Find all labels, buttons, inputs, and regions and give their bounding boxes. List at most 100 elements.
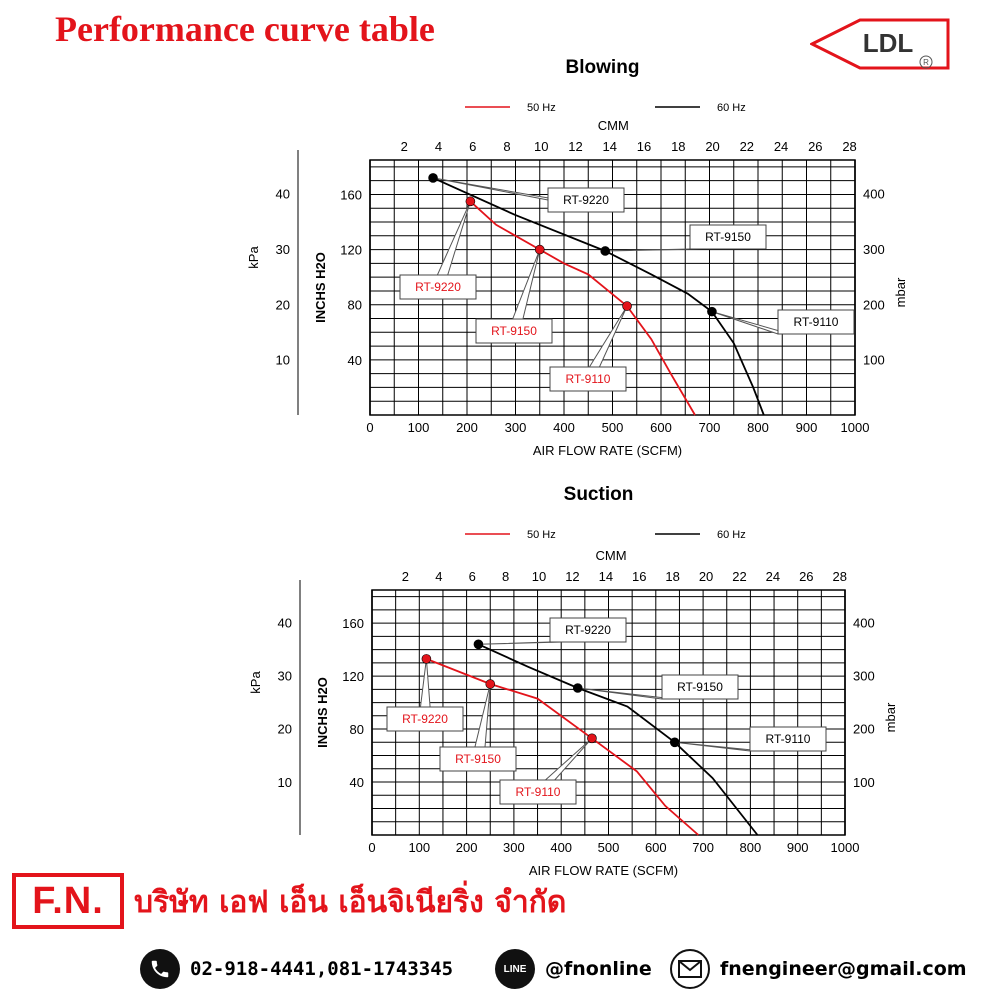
kpa-axis-label: kPa (248, 671, 263, 694)
x2-tick-label: 8 (502, 569, 509, 584)
x2-tick-label: 10 (534, 139, 548, 154)
callout-box (499, 779, 577, 805)
x2-tick-label: 10 (532, 569, 546, 584)
data-point (622, 301, 632, 311)
mail-icon (670, 949, 710, 989)
x2-tick-label: 14 (599, 569, 613, 584)
series-line-0 (469, 200, 696, 416)
x2-axis-label: CMM (598, 118, 629, 133)
kpa-axis-label: kPa (246, 246, 261, 269)
x-tick-label: 100 (408, 840, 430, 855)
mbar-tick-label: 400 (863, 187, 885, 202)
data-point (421, 654, 432, 664)
x2-tick-label: 6 (469, 569, 476, 584)
mbar-tick-label: 400 (853, 615, 875, 630)
callout-box (549, 617, 627, 643)
kpa-tick-label: 30 (278, 669, 292, 684)
phone-icon (140, 949, 180, 989)
x-tick-label: 200 (456, 420, 478, 435)
line-contact[interactable]: LINE @fnonline (495, 944, 652, 994)
y-tick-label: 40 (348, 353, 362, 368)
y-tick-label: 40 (350, 775, 364, 790)
callout-box (547, 187, 625, 213)
x2-tick-label: 4 (435, 139, 442, 154)
x2-tick-label: 12 (568, 139, 582, 154)
x-tick-label: 700 (692, 840, 714, 855)
data-point (465, 196, 476, 207)
data-point (572, 683, 583, 693)
x-tick-label: 900 (787, 840, 809, 855)
callout-box (549, 366, 627, 392)
registered-mark: R (923, 58, 929, 67)
callout-label: RT-9150 (677, 680, 723, 694)
data-point (485, 679, 496, 689)
mbar-axis-label: mbar (883, 702, 898, 732)
mbar-tick-label: 100 (853, 775, 875, 790)
kpa-tick-label: 20 (276, 297, 290, 312)
callout-label: RT-9110 (516, 785, 561, 799)
callout-label: RT-9220 (415, 280, 461, 294)
phone-number: 02-918-4441,081-1743345 (190, 958, 454, 980)
callout-pointer (431, 201, 471, 288)
series-line-1 (432, 177, 765, 416)
callout-box (777, 309, 855, 335)
legend-label-1: 60 Hz (717, 102, 746, 114)
company-name: บริษัท เอฟ เอ็น เอ็นจิเนียริ่ง จำกัด (134, 885, 567, 920)
kpa-tick-label: 10 (276, 353, 290, 368)
x-tick-label: 500 (602, 420, 624, 435)
callout-label: RT-9220 (402, 712, 448, 726)
callout-box (439, 746, 517, 772)
x-tick-label: 800 (747, 420, 769, 435)
data-point (534, 244, 545, 255)
x-tick-label: 300 (505, 420, 527, 435)
y-tick-label: 120 (340, 243, 362, 258)
mbar-tick-label: 200 (853, 722, 875, 737)
x2-tick-label: 20 (705, 139, 719, 154)
fn-logo: F.N. (12, 873, 124, 929)
x2-tick-label: 24 (766, 569, 780, 584)
callout-label: RT-9220 (565, 623, 611, 637)
x-tick-label: 200 (456, 840, 478, 855)
callout-label: RT-9110 (794, 315, 839, 329)
chart-title: Suction (564, 484, 634, 505)
ldl-logo-text: LDL (863, 28, 914, 58)
x2-tick-label: 16 (637, 139, 651, 154)
callout-label: RT-9150 (705, 230, 751, 244)
x2-tick-label: 18 (665, 569, 679, 584)
phone-contact[interactable]: 02-918-4441,081-1743345 (140, 944, 453, 994)
x-tick-label: 0 (368, 840, 375, 855)
callout-label: RT-9150 (455, 752, 501, 766)
callout-label: RT-9150 (491, 324, 537, 338)
y-tick-label: 160 (340, 187, 362, 202)
kpa-tick-label: 20 (278, 722, 292, 737)
x-tick-label: 800 (740, 840, 762, 855)
x-tick-label: 100 (408, 420, 430, 435)
chart-blowing: Blowing 50 Hz 60 Hz 0 100 200 300 400 500 600 700 8… (246, 57, 908, 458)
y-tick-label: 120 (342, 669, 364, 684)
x-axis-label: AIR FLOW RATE (SCFM) (529, 863, 678, 878)
data-point (707, 306, 717, 317)
x2-tick-label: 20 (699, 569, 713, 584)
callout-box (386, 706, 464, 732)
callout-box (689, 224, 767, 250)
x2-axis-label: CMM (596, 548, 627, 563)
x-tick-label: 400 (550, 840, 572, 855)
kpa-tick-label: 40 (276, 187, 290, 202)
y-tick-label: 80 (350, 722, 364, 737)
email-contact[interactable]: fnengineer@gmail.com (670, 944, 967, 994)
y-tick-label: 160 (342, 616, 364, 631)
kpa-tick-label: 30 (276, 242, 290, 257)
x2-tick-label: 22 (740, 139, 754, 154)
callout-label: RT-9110 (566, 372, 611, 386)
x2-tick-label: 4 (435, 569, 442, 584)
callout-pointer (674, 741, 763, 752)
x-tick-label: 300 (503, 840, 525, 855)
x2-tick-label: 14 (603, 139, 617, 154)
x2-tick-label: 2 (401, 139, 408, 154)
x2-tick-label: 26 (808, 139, 822, 154)
x2-tick-label: 26 (799, 569, 813, 584)
kpa-tick-label: 10 (278, 775, 292, 790)
legend-label-1: 60 Hz (717, 529, 746, 541)
x-tick-label: 500 (598, 840, 620, 855)
mbar-tick-label: 300 (853, 669, 875, 684)
